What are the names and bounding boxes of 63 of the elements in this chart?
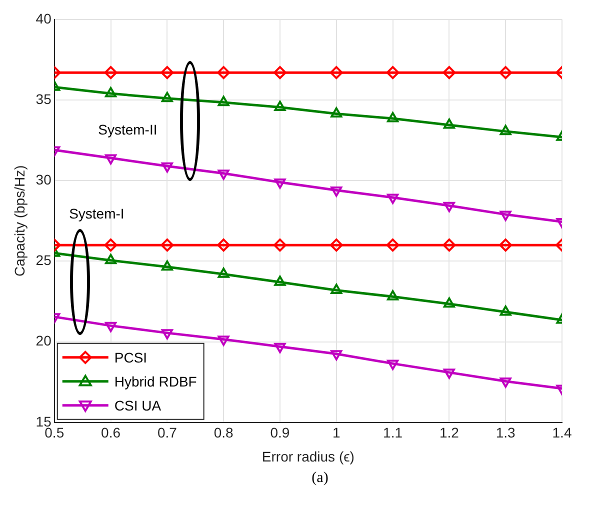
point bbox=[160, 66, 174, 80]
point bbox=[274, 100, 286, 112]
y-tick-label: 15 bbox=[36, 413, 52, 430]
point bbox=[273, 238, 286, 252]
y-tick-label: 40 bbox=[36, 10, 52, 26]
point bbox=[217, 238, 230, 252]
x-tick-label: 0.7 bbox=[157, 424, 178, 441]
point bbox=[386, 238, 400, 252]
point bbox=[499, 66, 512, 80]
x-tick-label: 0.9 bbox=[270, 424, 290, 441]
legend-label: PCSI bbox=[114, 349, 148, 366]
point bbox=[387, 194, 399, 204]
y-tick-label: 20 bbox=[36, 332, 52, 349]
legend-label: Hybrid RDBF bbox=[114, 373, 197, 390]
x-tick-label: 1.1 bbox=[383, 424, 403, 441]
point bbox=[274, 342, 286, 354]
point bbox=[105, 87, 117, 98]
point bbox=[330, 186, 342, 197]
point bbox=[105, 322, 117, 332]
point bbox=[218, 336, 230, 346]
legend-label: CSI UA bbox=[114, 397, 162, 414]
x-tick-label: 1.2 bbox=[439, 424, 460, 441]
x-tick-label: 1.4 bbox=[552, 424, 572, 441]
point bbox=[330, 66, 343, 80]
point bbox=[104, 238, 118, 252]
point bbox=[499, 238, 512, 252]
point bbox=[161, 162, 173, 173]
text: (a) bbox=[310, 470, 330, 487]
point bbox=[160, 238, 174, 252]
y-axis-title: Capacity (bps/Hz) bbox=[11, 165, 28, 277]
x-tick-label: 1 bbox=[332, 424, 340, 441]
y-tick-label: 30 bbox=[36, 171, 52, 188]
point bbox=[500, 124, 512, 136]
x-tick-label: 1.3 bbox=[496, 424, 516, 441]
point bbox=[330, 350, 342, 360]
point bbox=[274, 178, 286, 189]
point bbox=[387, 360, 399, 370]
point bbox=[161, 92, 173, 102]
point bbox=[443, 118, 455, 129]
x-tick-label: 0.6 bbox=[101, 424, 121, 441]
point bbox=[330, 107, 342, 118]
y-tick-label: 25 bbox=[36, 252, 52, 268]
point bbox=[105, 154, 117, 165]
point bbox=[104, 66, 118, 80]
point bbox=[442, 66, 456, 80]
point bbox=[386, 66, 400, 80]
point bbox=[387, 112, 399, 122]
point bbox=[500, 378, 512, 388]
point bbox=[218, 170, 230, 180]
y-tick-label: 35 bbox=[36, 90, 52, 107]
point bbox=[443, 202, 455, 212]
point bbox=[218, 96, 230, 106]
point bbox=[217, 66, 230, 80]
x-axis-title: Error radius (ϵ) bbox=[262, 448, 354, 464]
point bbox=[500, 210, 512, 221]
point bbox=[161, 329, 173, 340]
annotation: System-I bbox=[69, 205, 124, 222]
point bbox=[442, 238, 456, 252]
point bbox=[330, 238, 343, 252]
point bbox=[273, 66, 286, 80]
annotation: System-II bbox=[98, 121, 158, 138]
x-tick-label: 0.8 bbox=[214, 424, 234, 441]
point bbox=[443, 368, 455, 379]
